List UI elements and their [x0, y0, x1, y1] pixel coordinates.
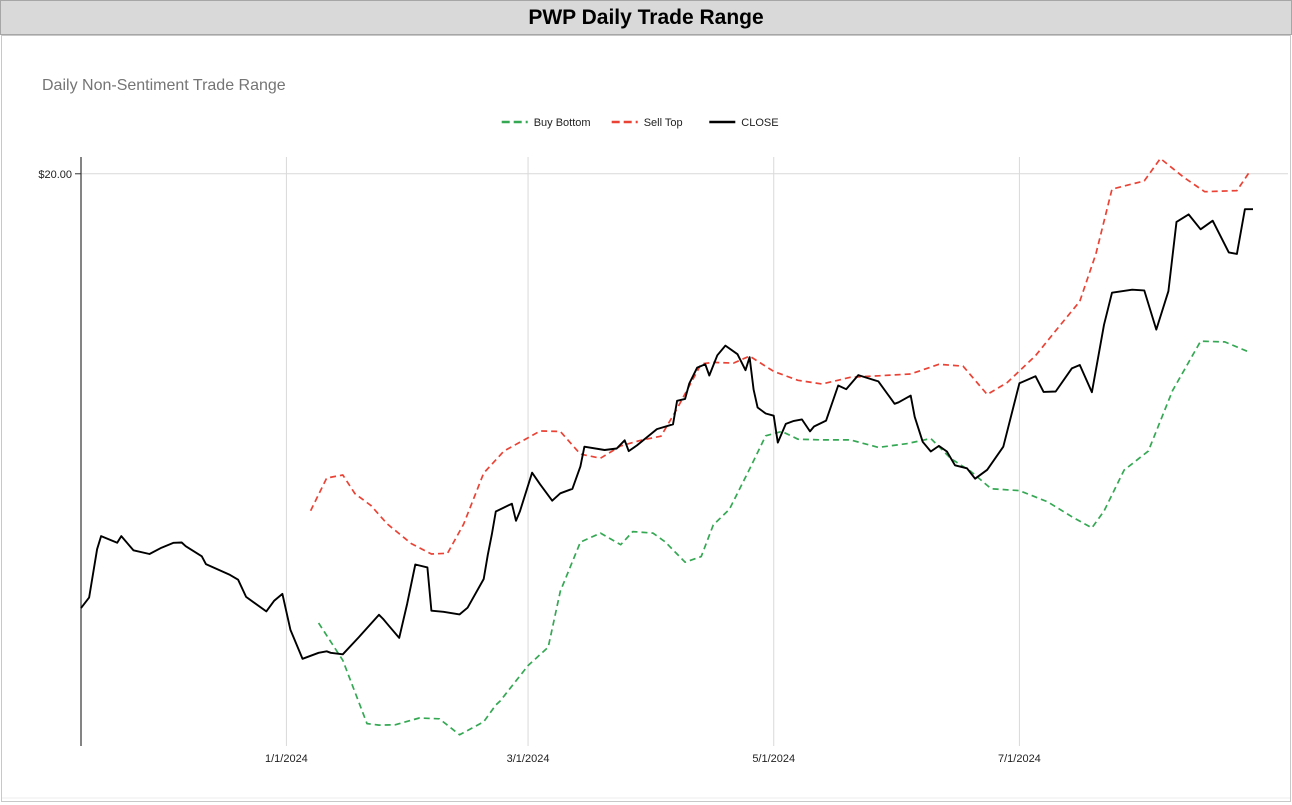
legend-label: Sell Top: [644, 117, 683, 129]
legend-label: CLOSE: [741, 117, 778, 129]
series-line-sell-top: [309, 157, 1250, 555]
legend-item: CLOSE: [709, 117, 779, 129]
page-title: PWP Daily Trade Range: [528, 5, 764, 29]
line-chart: Daily Non-Sentiment Trade Range Buy Bott…: [2, 77, 1290, 799]
sheet-title-banner: PWP Daily Trade Range: [0, 0, 1292, 35]
x-tick-label: 5/1/2024: [752, 753, 795, 765]
chart-container[interactable]: Daily Non-Sentiment Trade Range Buy Bott…: [1, 35, 1291, 802]
legend-item: Buy Bottom: [501, 117, 591, 129]
chart-tick-labels: 1/1/2024 3/1/2024 5/1/2024 7/1/2024 $20.00: [38, 169, 1040, 765]
chart-axes: [75, 157, 82, 746]
chart-gridlines: [81, 157, 1288, 746]
x-tick-label: 1/1/2024: [265, 753, 308, 765]
x-tick-label: 7/1/2024: [998, 753, 1041, 765]
chart-series: [80, 157, 1253, 736]
x-tick-label: 3/1/2024: [507, 753, 550, 765]
series-line-close: [80, 208, 1253, 660]
series-line-buy-bottom: [317, 340, 1250, 736]
chart-title: Daily Non-Sentiment Trade Range: [42, 77, 286, 94]
chart-legend: Buy Bottom Sell Top CLOSE: [501, 117, 779, 129]
legend-item: Sell Top: [611, 117, 683, 129]
y-tick-label: $20.00: [38, 169, 72, 181]
legend-label: Buy Bottom: [534, 117, 591, 129]
